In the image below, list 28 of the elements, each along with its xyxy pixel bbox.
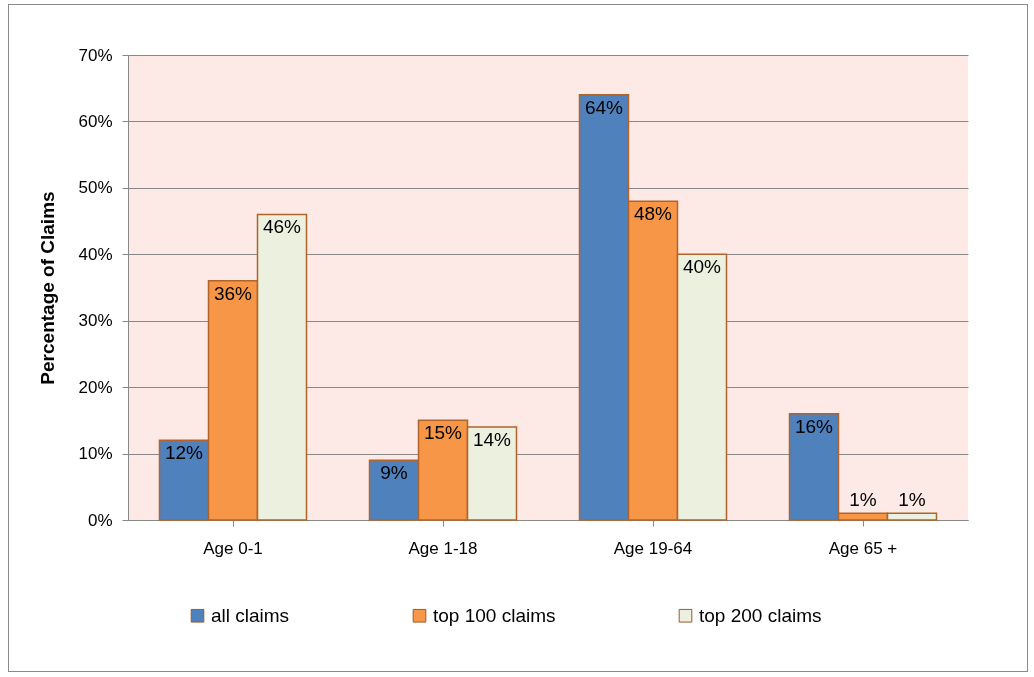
y-tick-label: 50% [78,178,113,198]
legend-label: top 100 claims [433,604,556,626]
data-label: 16% [794,415,834,437]
data-label: 46% [262,216,302,238]
y-tick-label: 30% [78,311,113,331]
y-axis-title: Percentage of Claims [37,191,59,385]
x-tick-label: Age 1-18 [408,538,478,558]
data-label: 1% [898,489,926,511]
data-label: 9% [380,462,408,484]
data-label: 15% [423,422,463,444]
y-tick-label: 40% [78,244,113,264]
y-tick-label: 10% [78,444,113,464]
data-label: 40% [682,256,722,278]
legend-label: all claims [211,604,290,626]
data-label: 1% [849,489,877,511]
y-tick-label: 70% [78,45,113,65]
x-tick-label: Age 65 + [828,538,898,558]
y-tick-label: 60% [78,111,113,131]
data-label: 12% [164,442,204,464]
data-label: 36% [213,282,253,304]
y-tick-label: 0% [87,510,113,530]
legend-label: top 200 claims [699,604,822,626]
data-label: 14% [472,429,512,450]
x-tick-label: Age 19-64 [613,538,693,558]
x-tick-label: Age 0-1 [203,538,263,558]
data-label: 64% [584,96,624,118]
data-label: 48% [633,203,673,225]
y-tick-label: 20% [78,377,113,397]
